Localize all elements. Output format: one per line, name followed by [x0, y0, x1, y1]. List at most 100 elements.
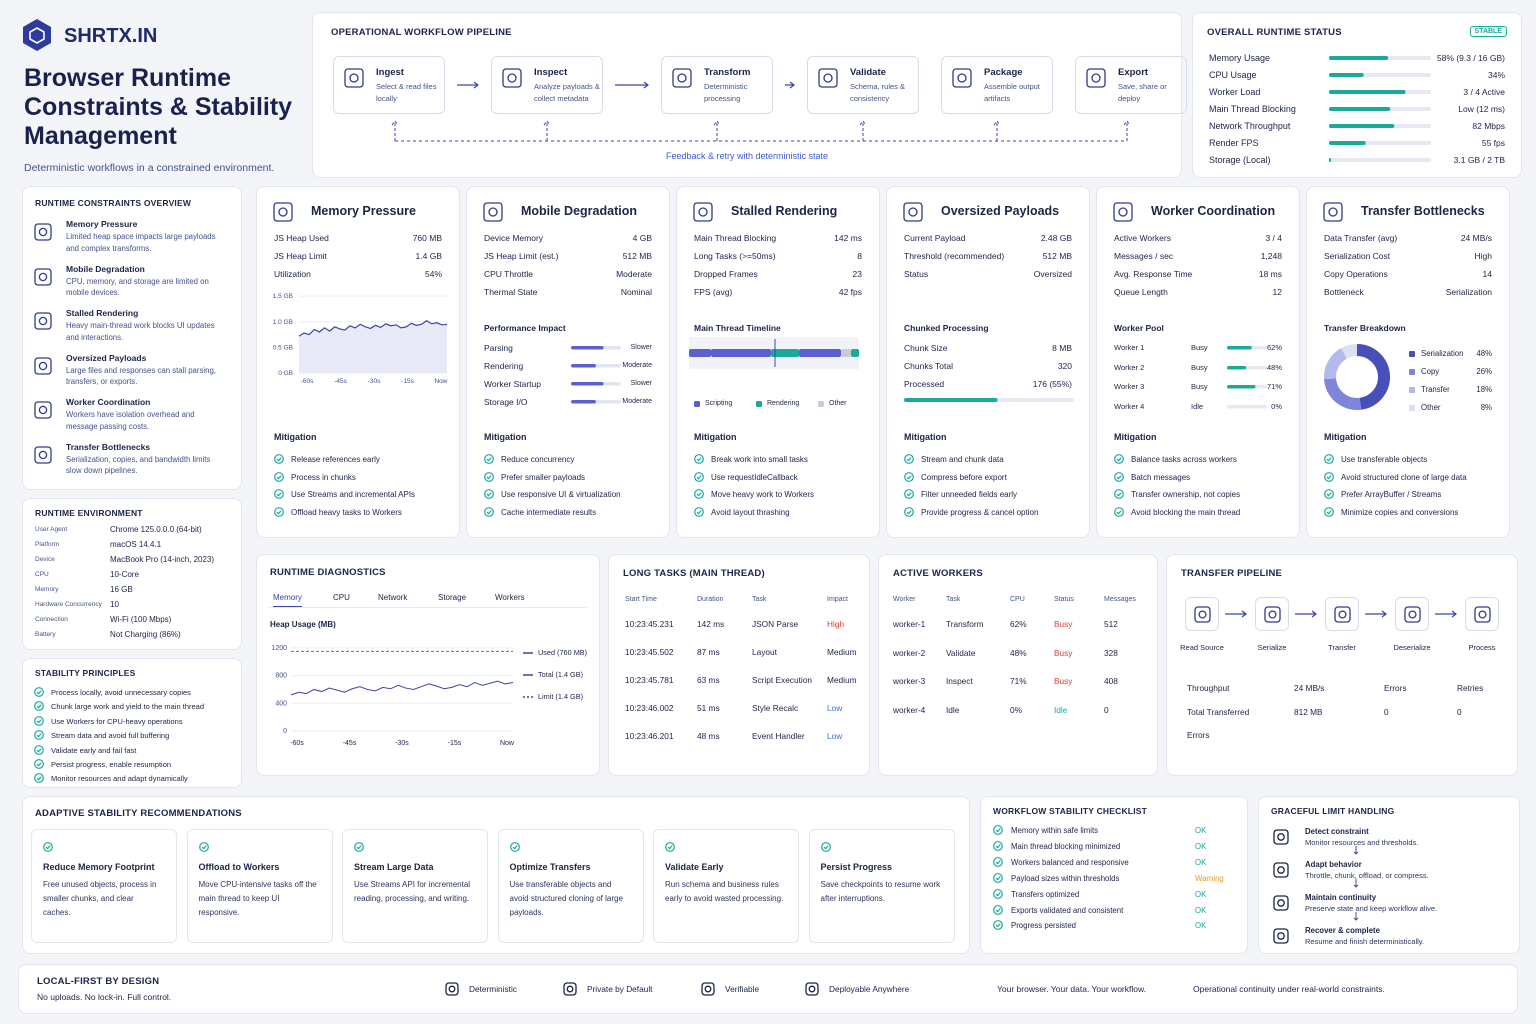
- check-mark: [1326, 474, 1332, 479]
- tab[interactable]: Workers: [495, 593, 525, 602]
- check-icon: [993, 888, 1003, 899]
- icon: [818, 68, 838, 88]
- arrow-line: [1353, 879, 1359, 888]
- check-icon: [694, 506, 704, 517]
- check-mark: [1326, 492, 1332, 497]
- legend-value: 18%: [1476, 385, 1492, 394]
- panel-title: RUNTIME CONSTRAINTS OVERVIEW: [35, 198, 192, 208]
- bar-track: [1329, 158, 1431, 162]
- status-label: Network Throughput: [1209, 121, 1291, 131]
- metric-value: 512 MB: [1042, 251, 1072, 261]
- env-key: Connection: [35, 616, 68, 623]
- recommendation-title: Persist Progress: [820, 862, 893, 872]
- bar-fill: [1329, 141, 1366, 145]
- metric-value: 3 / 4: [1265, 233, 1282, 243]
- table-header: Task: [752, 596, 767, 603]
- mitigation-item: Transfer ownership, not copies: [1131, 490, 1241, 499]
- constraint-desc: CPU, memory, and storage are limited on …: [66, 276, 209, 298]
- transfer-stat: Retries: [1457, 683, 1484, 693]
- mitigation-item: Process in chunks: [291, 472, 356, 482]
- env-key: CPU: [35, 571, 49, 578]
- chunk-value: 176 (55%): [1032, 379, 1072, 389]
- icon: [34, 445, 52, 464]
- arrow: [615, 81, 649, 89]
- timeline-segment: [711, 349, 771, 357]
- check-icon: [34, 773, 44, 784]
- arrow-line: [785, 81, 795, 89]
- principle: Use Workers for CPU-heavy operations: [51, 716, 183, 726]
- tab[interactable]: Network: [378, 593, 408, 602]
- step-desc: Select & read files locally: [376, 82, 437, 103]
- constraint-card: Worker Coordination Active Workers 3 / 4 Me…: [1096, 186, 1300, 538]
- checklist-item: Exports validated and consistent: [1011, 905, 1124, 915]
- panel-title: RUNTIME ENVIRONMENT: [35, 508, 143, 518]
- card-title: Memory Pressure: [311, 204, 416, 218]
- icon-glyph: [823, 73, 833, 83]
- icon: [34, 401, 52, 419]
- table-cell: 142 ms: [697, 619, 725, 629]
- check-mark: [45, 845, 51, 850]
- metric-label: Utilization: [274, 269, 311, 279]
- status-value: Low (12 ms): [1458, 104, 1505, 114]
- icon-frame: [903, 202, 923, 222]
- check-mark: [276, 457, 282, 462]
- status-label: Worker Load: [1209, 87, 1261, 97]
- tab[interactable]: Memory: [273, 593, 302, 608]
- bar-fill: [571, 400, 596, 404]
- check-mark: [995, 875, 1001, 881]
- recommendation-card: Validate Early Run schema and business ru…: [653, 829, 799, 943]
- progress-fill: [904, 398, 998, 402]
- icon-frame: [34, 312, 52, 330]
- swatch: [756, 401, 762, 407]
- recommendation-desc: Move CPU-intensive tasks off the main th…: [198, 880, 317, 917]
- arrow: [1435, 610, 1457, 618]
- checklist-status: OK: [1195, 826, 1207, 835]
- env-value: 10-Core: [110, 570, 139, 579]
- table-cell: Event Handler: [752, 731, 805, 741]
- long_tasks-panel: LONG TASKS (MAIN THREAD) Start Time Durati…: [608, 554, 870, 776]
- check-ring: [354, 842, 364, 852]
- x-tick-label: -45s: [343, 740, 357, 747]
- feedback-loop: [391, 120, 1131, 142]
- check-icon: [993, 856, 1003, 867]
- principle: Chunk large work and yield to the main t…: [51, 702, 205, 712]
- legend-label: Serialization: [1421, 349, 1464, 358]
- check-icon: [665, 842, 675, 852]
- legend-swatch: [756, 401, 762, 407]
- table-cell: 48 ms: [697, 731, 720, 741]
- transfer-step: [1465, 597, 1499, 631]
- check-mark: [201, 845, 207, 850]
- worker-name: Worker 4: [1114, 401, 1145, 411]
- timeline-segment: [851, 349, 859, 357]
- pipeline-step: Inspect Analyze payloads & collect metada…: [491, 56, 603, 114]
- check-mark: [276, 474, 282, 479]
- mitigation-item: Release references early: [291, 455, 380, 464]
- icon: [693, 202, 713, 222]
- mitigation-title: Mitigation: [694, 432, 737, 442]
- checklist-status: OK: [1195, 841, 1207, 851]
- worker-load: 48%: [1266, 362, 1282, 372]
- constraint-title: Transfer Bottlenecks: [66, 441, 151, 452]
- tab[interactable]: Storage: [438, 593, 467, 602]
- tab[interactable]: CPU: [333, 593, 350, 602]
- check-mark: [512, 845, 518, 850]
- worker-name: Worker 3: [1114, 382, 1145, 391]
- check-icon: [1114, 471, 1124, 482]
- constraint-title: Memory Pressure: [66, 219, 138, 229]
- y-tick-label: 0 GB: [278, 370, 293, 377]
- icon-frame: [805, 982, 819, 996]
- feedback-arrow: [1123, 120, 1131, 141]
- worker-bar: [1227, 404, 1267, 408]
- step-title: Inspect: [534, 67, 568, 78]
- check-icon: [1324, 489, 1334, 499]
- area: [299, 320, 447, 373]
- status-bar: [1329, 141, 1431, 145]
- feedback-arrow: [713, 120, 721, 141]
- bar-fill: [1329, 124, 1395, 128]
- worker-bar: [1227, 365, 1267, 369]
- timeline-segment: [841, 349, 851, 357]
- principle: Stream data and avoid full buffering: [51, 731, 170, 741]
- mitigation-item: Use transferable objects: [1341, 455, 1428, 464]
- transfer-stat: Total Transferred: [1187, 706, 1250, 717]
- check-icon: [43, 842, 53, 852]
